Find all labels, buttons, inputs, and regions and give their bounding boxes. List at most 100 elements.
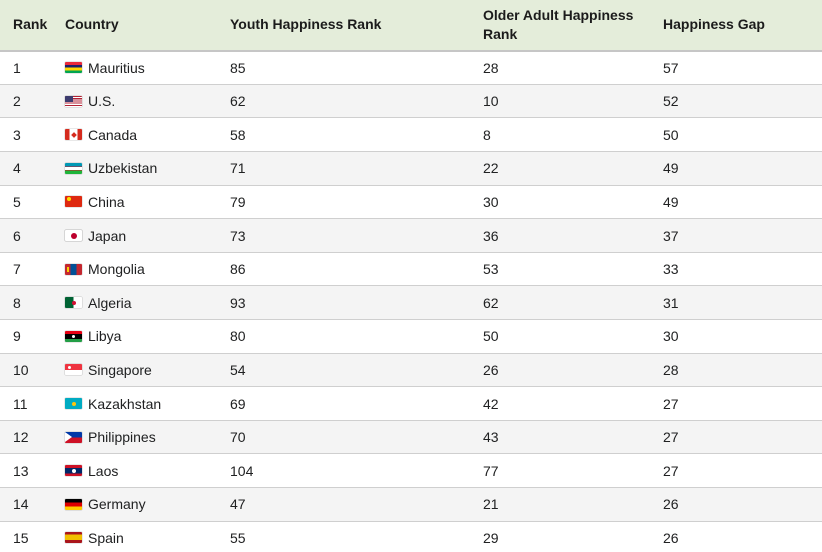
happiness-gap-cell: 26 <box>650 520 822 552</box>
happiness-gap-cell: 52 <box>650 83 822 118</box>
philippines-flag-icon <box>65 431 82 443</box>
older-adult-happiness-rank-cell: 36 <box>470 218 650 253</box>
rank-cell: 12 <box>0 419 52 454</box>
happiness-gap-cell: 49 <box>650 184 822 219</box>
header-row: Rank Country Youth Happiness Rank Older … <box>0 0 822 52</box>
youth-happiness-rank-cell: 73 <box>217 218 470 253</box>
japan-flag-icon <box>65 230 82 242</box>
youth-happiness-rank-cell: 85 <box>230 59 246 76</box>
rank-cell: 10 <box>0 352 52 387</box>
table-row: 4 Uzbekistan 71 22 49 <box>0 151 822 186</box>
older-adult-happiness-rank-cell: 50 <box>470 319 650 354</box>
older-adult-happiness-rank-cell: 22 <box>470 151 650 186</box>
rank-cell: 2 <box>0 83 52 118</box>
laos-flag-icon <box>65 465 82 477</box>
country-cell: Philippines <box>65 429 204 445</box>
country-cell: Singapore <box>65 362 204 378</box>
table-row: 14 Germany 47 21 26 <box>0 487 822 522</box>
youth-happiness-rank-cell: 79 <box>217 184 470 219</box>
youth-happiness-rank-cell: 71 <box>217 151 470 186</box>
rank-cell: 13 <box>0 453 52 488</box>
older-adult-happiness-rank-cell: 42 <box>470 386 650 421</box>
country-label: Libya <box>88 328 122 345</box>
canada-flag-icon <box>65 129 82 141</box>
country-label: Uzbekistan <box>88 160 158 177</box>
rank-cell: 3 <box>0 117 52 152</box>
country-cell: Japan <box>65 228 204 244</box>
older-adult-happiness-rank-cell: 77 <box>470 453 650 488</box>
table-row: 11 Kazakhstan 69 42 27 <box>0 386 822 421</box>
happiness-gap-cell: 50 <box>650 117 822 152</box>
youth-happiness-rank-cell: 93 <box>217 285 470 320</box>
table-row: 12 Philippines 70 43 27 <box>0 419 822 454</box>
column-header-country: Country <box>52 0 217 52</box>
singapore-flag-icon <box>65 364 82 376</box>
happiness-gap-cell: 27 <box>650 453 822 488</box>
country-cell: China <box>65 194 204 210</box>
china-flag-icon <box>65 196 82 208</box>
happiness-gap-cell: 26 <box>650 487 822 522</box>
rank-cell: 14 <box>0 487 52 522</box>
country-cell: Mauritius <box>65 60 204 76</box>
rank-cell: 6 <box>0 218 52 253</box>
table-row: 13 Laos 104 77 27 <box>0 453 822 488</box>
column-header-rank: Rank <box>0 0 52 52</box>
youth-happiness-rank-cell: 69 <box>217 386 470 421</box>
country-label: U.S. <box>88 93 116 110</box>
spain-flag-icon <box>65 532 82 544</box>
youth-happiness-rank-cell: 70 <box>217 419 470 454</box>
rank-cell: 4 <box>0 151 52 186</box>
mauritius-flag-icon <box>65 62 82 74</box>
happiness-gap-cell: 27 <box>650 419 822 454</box>
country-cell: Spain <box>65 530 204 546</box>
table-row: 8 Algeria 93 62 31 <box>0 285 822 320</box>
table-body: 1 Mauritius 85 28 57 2 U.S. 62 10 52 3 C… <box>0 51 822 552</box>
rank-cell: 1 <box>13 59 21 76</box>
country-label: Philippines <box>88 429 156 446</box>
column-header-happiness-gap: Happiness Gap <box>650 0 822 52</box>
country-cell: Kazakhstan <box>65 396 204 412</box>
country-label: Singapore <box>88 361 152 378</box>
happiness-gap-cell: 37 <box>650 218 822 253</box>
older-adult-happiness-rank-cell: 26 <box>470 352 650 387</box>
country-cell: Mongolia <box>65 261 204 277</box>
rank-cell: 15 <box>0 520 52 552</box>
us-flag-icon <box>65 95 82 107</box>
table-row: 3 Canada 58 8 50 <box>0 117 822 152</box>
youth-happiness-rank-cell: 55 <box>217 520 470 552</box>
older-adult-happiness-rank-cell: 28 <box>483 59 499 76</box>
country-cell: U.S. <box>65 93 204 109</box>
country-label: Laos <box>88 462 119 479</box>
older-adult-happiness-rank-cell: 29 <box>470 520 650 552</box>
happiness-gap-cell: 33 <box>650 251 822 286</box>
table-row: 2 U.S. 62 10 52 <box>0 83 822 118</box>
table-row: 9 Libya 80 50 30 <box>0 319 822 354</box>
youth-happiness-rank-cell: 54 <box>217 352 470 387</box>
rank-cell: 5 <box>0 184 52 219</box>
mongolia-flag-icon <box>65 263 82 275</box>
table-row: 15 Spain 55 29 26 <box>0 520 822 552</box>
country-cell: Algeria <box>65 295 204 311</box>
table-row: 10 Singapore 54 26 28 <box>0 352 822 387</box>
country-label: Japan <box>88 227 127 244</box>
older-adult-happiness-rank-cell: 62 <box>470 285 650 320</box>
uzbekistan-flag-icon <box>65 162 82 174</box>
country-label: Mauritius <box>88 59 145 76</box>
happiness-gap-cell: 49 <box>650 151 822 186</box>
happiness-gap-cell: 31 <box>650 285 822 320</box>
happiness-gap-cell: 28 <box>650 352 822 387</box>
algeria-flag-icon <box>65 297 82 309</box>
germany-flag-icon <box>65 498 82 510</box>
older-adult-happiness-rank-cell: 8 <box>470 117 650 152</box>
country-cell: Germany <box>65 496 204 512</box>
country-cell: Laos <box>65 463 204 479</box>
happiness-gap-cell: 30 <box>650 319 822 354</box>
table-row: 5 China 79 30 49 <box>0 184 822 219</box>
country-cell: Canada <box>65 127 204 143</box>
youth-happiness-rank-cell: 104 <box>217 453 470 488</box>
column-header-older-adult-happiness-rank: Older Adult Happiness Rank <box>470 0 650 52</box>
youth-happiness-rank-cell: 62 <box>217 83 470 118</box>
libya-flag-icon <box>65 330 82 342</box>
table-row: 1 Mauritius 85 28 57 <box>0 51 822 85</box>
